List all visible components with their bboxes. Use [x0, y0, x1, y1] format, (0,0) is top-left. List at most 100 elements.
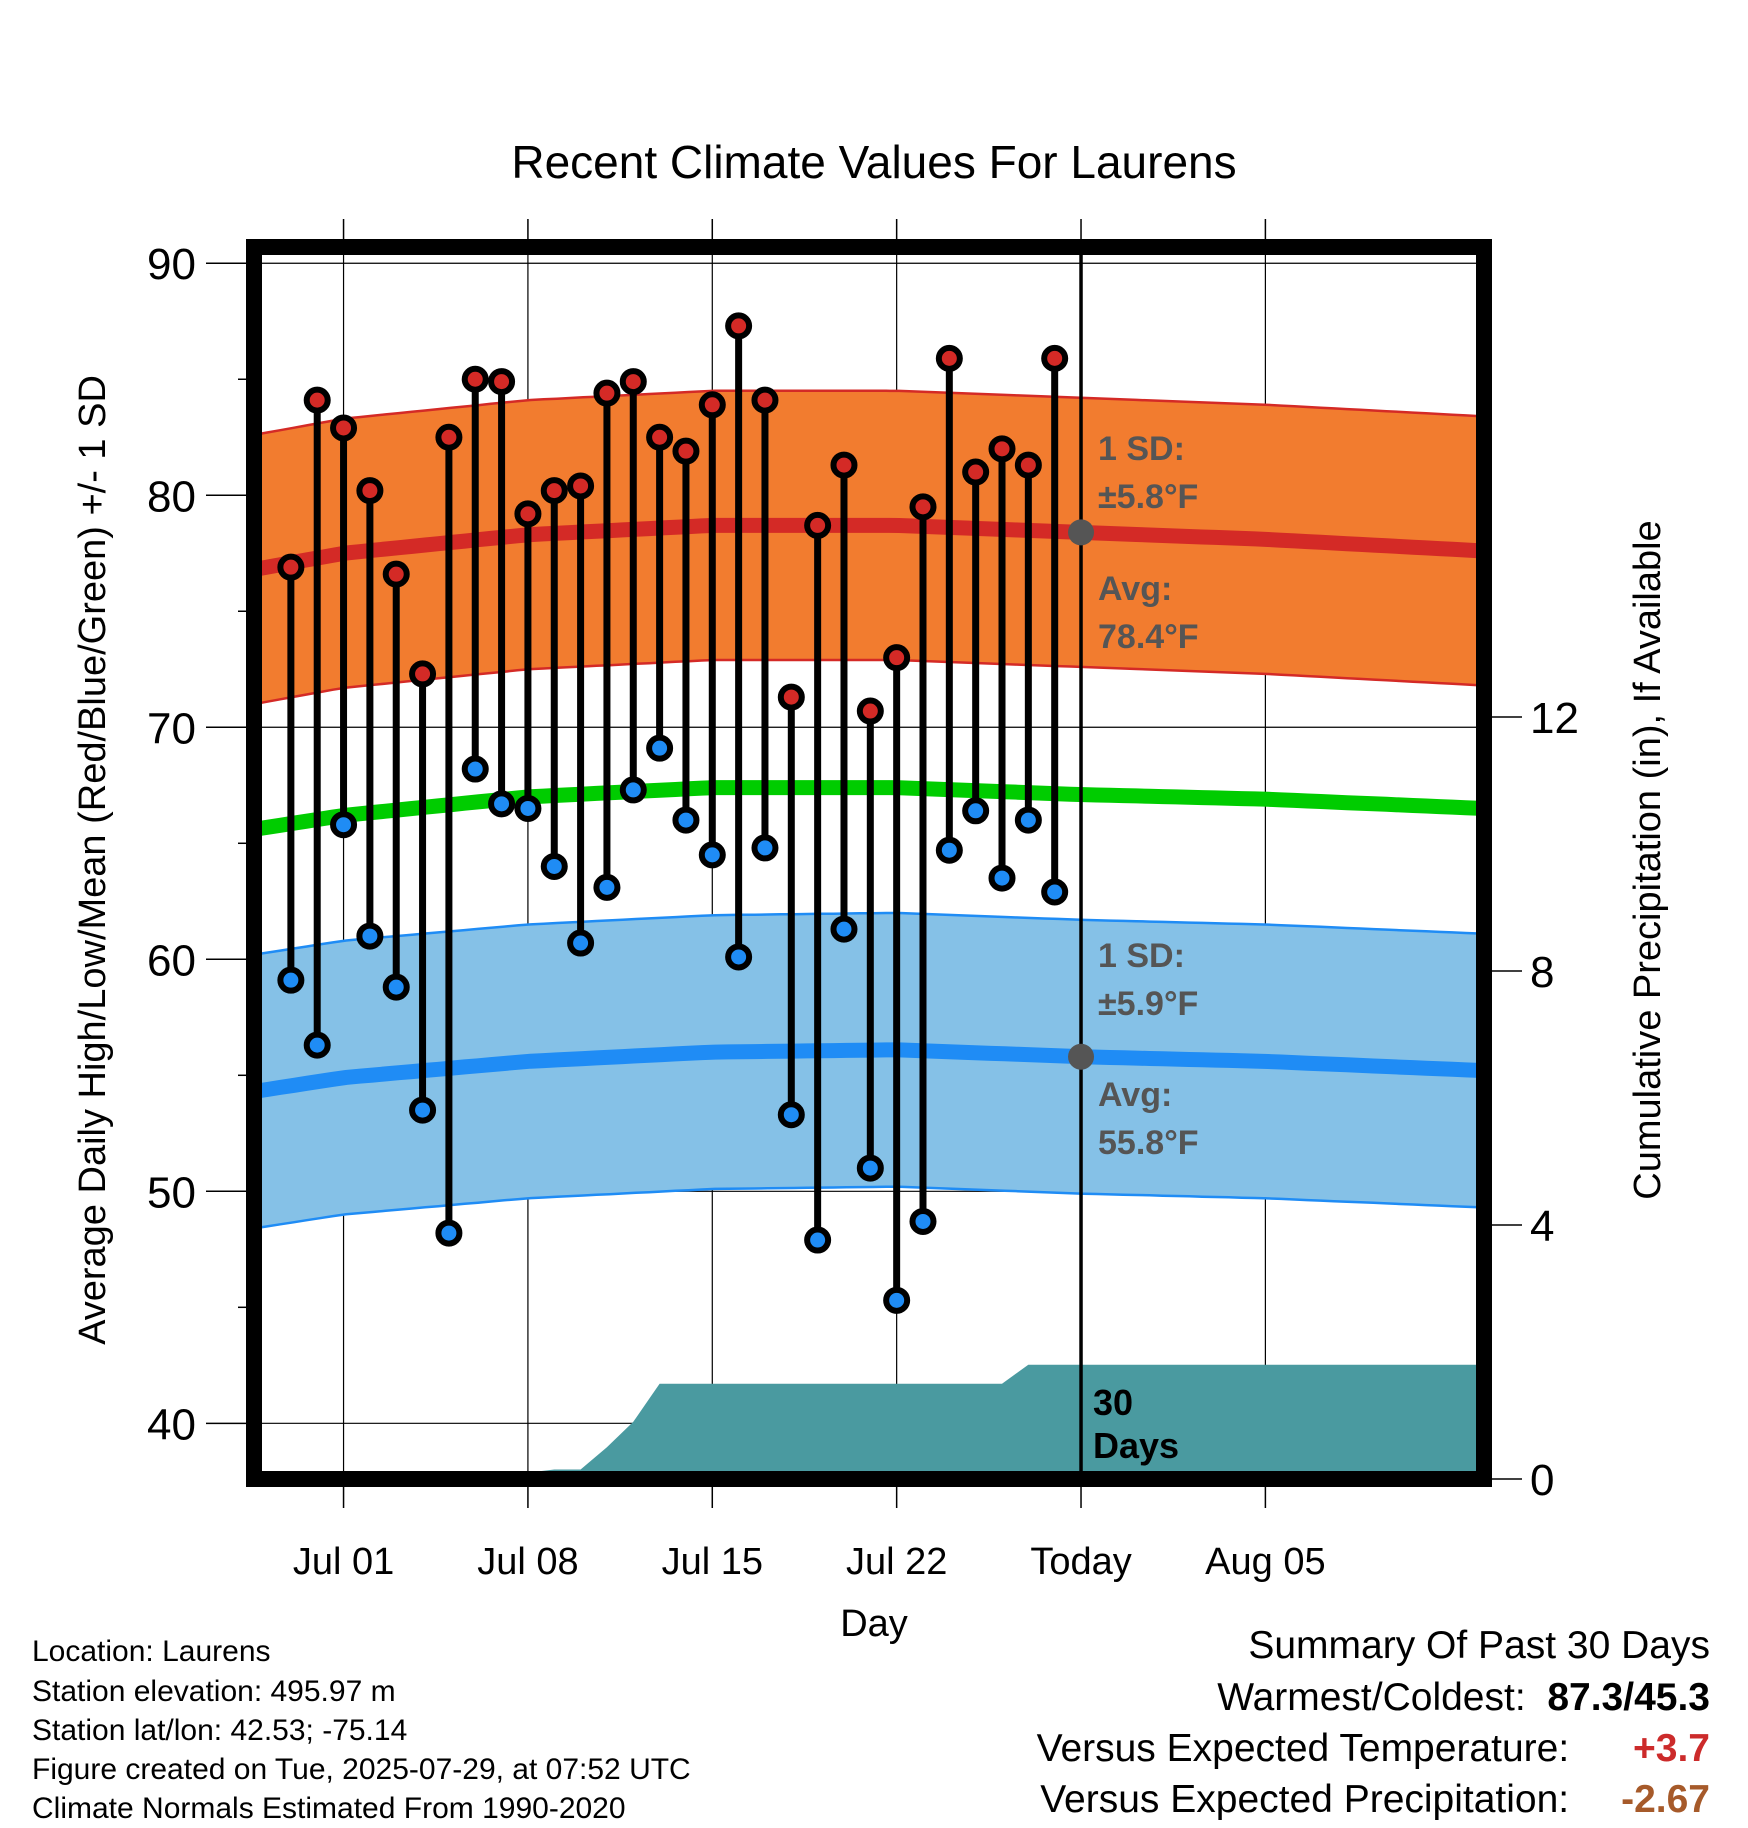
daily-high-point: [935, 344, 963, 372]
daily-high-point: [725, 312, 753, 340]
high-sd-value: ±5.8°F: [1098, 478, 1198, 516]
summary-warmest: Warmest/Coldest: 87.3/45.3: [1217, 1678, 1710, 1717]
daily-low-point: [1041, 878, 1069, 906]
summary-precip: Versus Expected Precipitation: -2.67: [1040, 1780, 1710, 1819]
y-tick-label: 60: [147, 936, 196, 985]
info-elevation: Station elevation: 495.97 m: [32, 1675, 396, 1708]
daily-high-point: [409, 660, 437, 688]
daily-low-point: [435, 1219, 463, 1247]
daily-low-point: [962, 797, 990, 825]
daily-low-point: [514, 794, 542, 822]
daily-high-point: [1041, 344, 1069, 372]
x-tick-label: Aug 05: [1205, 1541, 1325, 1583]
y-tick-label: 90: [147, 240, 196, 289]
daily-low-point: [909, 1207, 937, 1235]
y2-axis-label: Cumulative Precipitation (in), If Availa…: [1627, 520, 1669, 1199]
info-location: Location: Laurens: [32, 1635, 271, 1668]
daily-high-point: [540, 477, 568, 505]
daily-high-point: [303, 386, 331, 414]
y-tick-label: 80: [147, 472, 196, 521]
daily-low-point: [883, 1286, 911, 1314]
low-avg-label: Avg:: [1098, 1076, 1172, 1114]
summary-warmest-label: Warmest/Coldest:: [1217, 1676, 1526, 1719]
daily-high-point: [277, 553, 305, 581]
daily-low-point: [461, 755, 489, 783]
plot-frame: [246, 239, 1492, 1487]
daily-low-point: [988, 864, 1016, 892]
summary-precip-label: Versus Expected Precipitation:: [1040, 1778, 1570, 1821]
daily-high-point: [488, 368, 516, 396]
mean-normal-line: [254, 780, 1480, 837]
daily-high-point: [330, 414, 358, 442]
daily-low-point: [593, 873, 621, 901]
y-tick-label: 50: [147, 1168, 196, 1217]
info-latlon: Station lat/lon: 42.53; -75.14: [32, 1714, 408, 1747]
daily-high-point: [698, 391, 726, 419]
daily-high-point: [777, 683, 805, 711]
daily-high-point: [751, 386, 779, 414]
info-created: Figure created on Tue, 2025-07-29, at 07…: [32, 1753, 691, 1786]
y2-tick-label: 8: [1530, 948, 1554, 997]
daily-low-point: [804, 1226, 832, 1254]
high-avg-value: 78.4°F: [1098, 618, 1199, 656]
daily-low-point: [277, 966, 305, 994]
daily-high-point: [883, 644, 911, 672]
x-tick-label: Jul 15: [662, 1541, 763, 1583]
y-tick-label: 40: [147, 1400, 196, 1449]
daily-low-point: [698, 841, 726, 869]
y-axis-label: Average Daily High/Low/Mean (Red/Blue/Gr…: [72, 375, 114, 1345]
x-axis-label: Day: [840, 1603, 908, 1645]
high-avg-label: Avg:: [1098, 570, 1172, 608]
daily-low-point: [540, 852, 568, 880]
daily-high-point: [1014, 451, 1042, 479]
daily-low-point: [488, 790, 516, 818]
summary-title: Summary Of Past 30 Days: [1248, 1624, 1710, 1667]
low-sd-band-lower-edge: [254, 1185, 1479, 1230]
low-sd-band-upper-edge: [254, 911, 1479, 956]
x-tick-label: Jul 08: [477, 1541, 578, 1583]
low-avg-value: 55.8°F: [1098, 1124, 1199, 1162]
chart-title: Recent Climate Values For Laurens: [511, 136, 1236, 188]
info-normals: Climate Normals Estimated From 1990-2020: [32, 1792, 626, 1825]
daily-high-point: [514, 500, 542, 528]
daily-low-point: [856, 1154, 884, 1182]
summary-warmest-value: 87.3/45.3: [1547, 1676, 1710, 1719]
daily-low-point: [409, 1096, 437, 1124]
low-normal-line: [254, 1042, 1479, 1099]
precip-area: [290, 1364, 1484, 1479]
daily-low-point: [646, 734, 674, 762]
daily-low-point: [330, 811, 358, 839]
daily-high-point: [646, 423, 674, 451]
daily-high-point: [593, 379, 621, 407]
high-sd-band-upper-edge: [254, 389, 1479, 437]
x-tick-label: Jul 01: [293, 1541, 394, 1583]
daily-low-point: [567, 929, 595, 957]
daily-low-point: [356, 922, 384, 950]
high-sd-band: [254, 390, 1479, 705]
high-sd-band-lower-edge: [254, 658, 1479, 706]
summary-temp: Versus Expected Temperature: +3.7: [1037, 1729, 1710, 1768]
daily-low-point: [830, 915, 858, 943]
daily-high-point: [962, 458, 990, 486]
low-avg-marker: [1068, 1043, 1095, 1070]
daily-low-point: [1014, 806, 1042, 834]
daily-low-point: [303, 1031, 331, 1059]
daily-high-point: [435, 423, 463, 451]
daily-low-point: [935, 836, 963, 864]
period-label-number: 30: [1093, 1382, 1133, 1423]
x-tick-label: Jul 22: [846, 1541, 947, 1583]
y2-tick-label: 0: [1530, 1456, 1554, 1505]
summary-temp-label: Versus Expected Temperature:: [1036, 1727, 1570, 1770]
y-tick-label: 70: [147, 704, 196, 753]
y2-tick-label: 4: [1530, 1202, 1554, 1251]
daily-high-point: [988, 435, 1016, 463]
high-sd-label: 1 SD:: [1098, 430, 1185, 468]
daily-low-point: [619, 776, 647, 804]
summary-temp-value: +3.7: [1633, 1727, 1710, 1770]
period-label-unit: Days: [1093, 1425, 1179, 1466]
daily-high-point: [909, 493, 937, 521]
daily-low-point: [751, 834, 779, 862]
daily-high-point: [804, 511, 832, 539]
y2-tick-label: 12: [1530, 694, 1579, 743]
